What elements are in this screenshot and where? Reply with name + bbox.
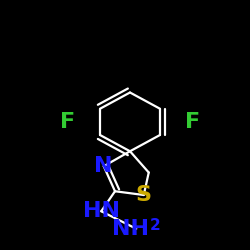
Text: HN: HN — [83, 201, 120, 221]
Text: NH: NH — [112, 219, 148, 239]
Text: S: S — [136, 185, 152, 205]
Text: F: F — [60, 112, 75, 132]
Text: N: N — [94, 156, 113, 176]
Text: F: F — [185, 112, 200, 132]
Text: 2: 2 — [150, 218, 160, 232]
